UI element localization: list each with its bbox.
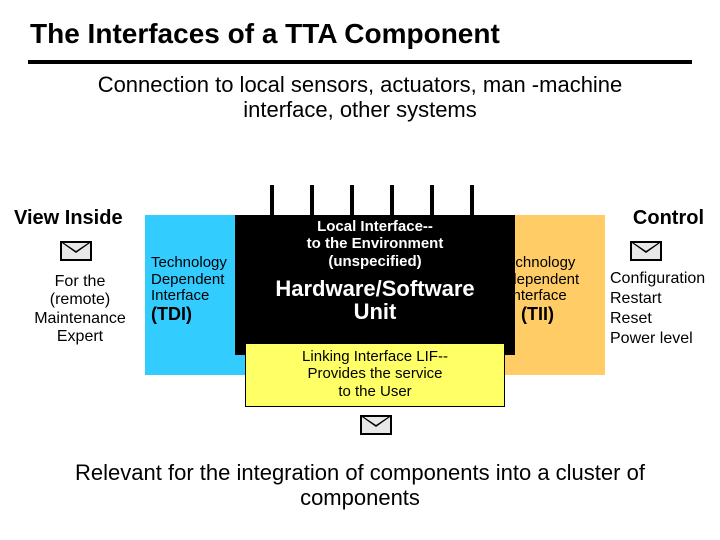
envelope-icon <box>360 415 392 435</box>
footer-text: Relevant for the integration of componen… <box>0 460 720 511</box>
left-l1: For the <box>20 273 140 291</box>
hw-l1: Hardware/Software <box>235 277 515 300</box>
control-heading: Control <box>633 207 704 230</box>
envelope-icon <box>60 241 92 261</box>
left-text: For the (remote) Maintenance Expert <box>20 273 140 347</box>
tdi-l2: Dependent <box>151 272 227 289</box>
tdi-l3: Interface <box>151 288 227 305</box>
right-l1: Configuration <box>610 269 705 289</box>
left-l2: (remote) <box>20 291 140 309</box>
right-l4: Power level <box>610 329 705 349</box>
local-if-l3: (unspecified) <box>235 253 515 270</box>
tdi-acronym: (TDI) <box>151 305 227 325</box>
lif-l3: to the User <box>246 383 504 400</box>
local-if-l1: Local Interface-- <box>235 218 515 235</box>
lif-l1: Linking Interface LIF-- <box>246 348 504 365</box>
lif-block: Linking Interface LIF-- Provides the ser… <box>245 343 505 407</box>
subtitle: Connection to local sensors, actuators, … <box>60 72 660 123</box>
left-l4: Expert <box>20 328 140 346</box>
right-text: Configuration Restart Reset Power level <box>610 269 705 349</box>
page-title: The Interfaces of a TTA Component <box>0 0 720 56</box>
tdi-l1: Technology <box>151 255 227 272</box>
local-if-l2: to the Environment <box>235 235 515 252</box>
diagram: View Inside Control Technology Dependent… <box>0 165 720 445</box>
connector-ticks <box>270 185 480 215</box>
envelope-icon <box>630 241 662 261</box>
view-inside-heading: View Inside <box>14 207 123 230</box>
right-l3: Reset <box>610 309 705 329</box>
right-l2: Restart <box>610 289 705 309</box>
center-box: Local Interface-- to the Environment (un… <box>235 215 515 355</box>
left-l3: Maintenance <box>20 310 140 328</box>
lif-l2: Provides the service <box>246 365 504 382</box>
title-underline <box>28 60 692 64</box>
hw-l2: Unit <box>235 300 515 323</box>
